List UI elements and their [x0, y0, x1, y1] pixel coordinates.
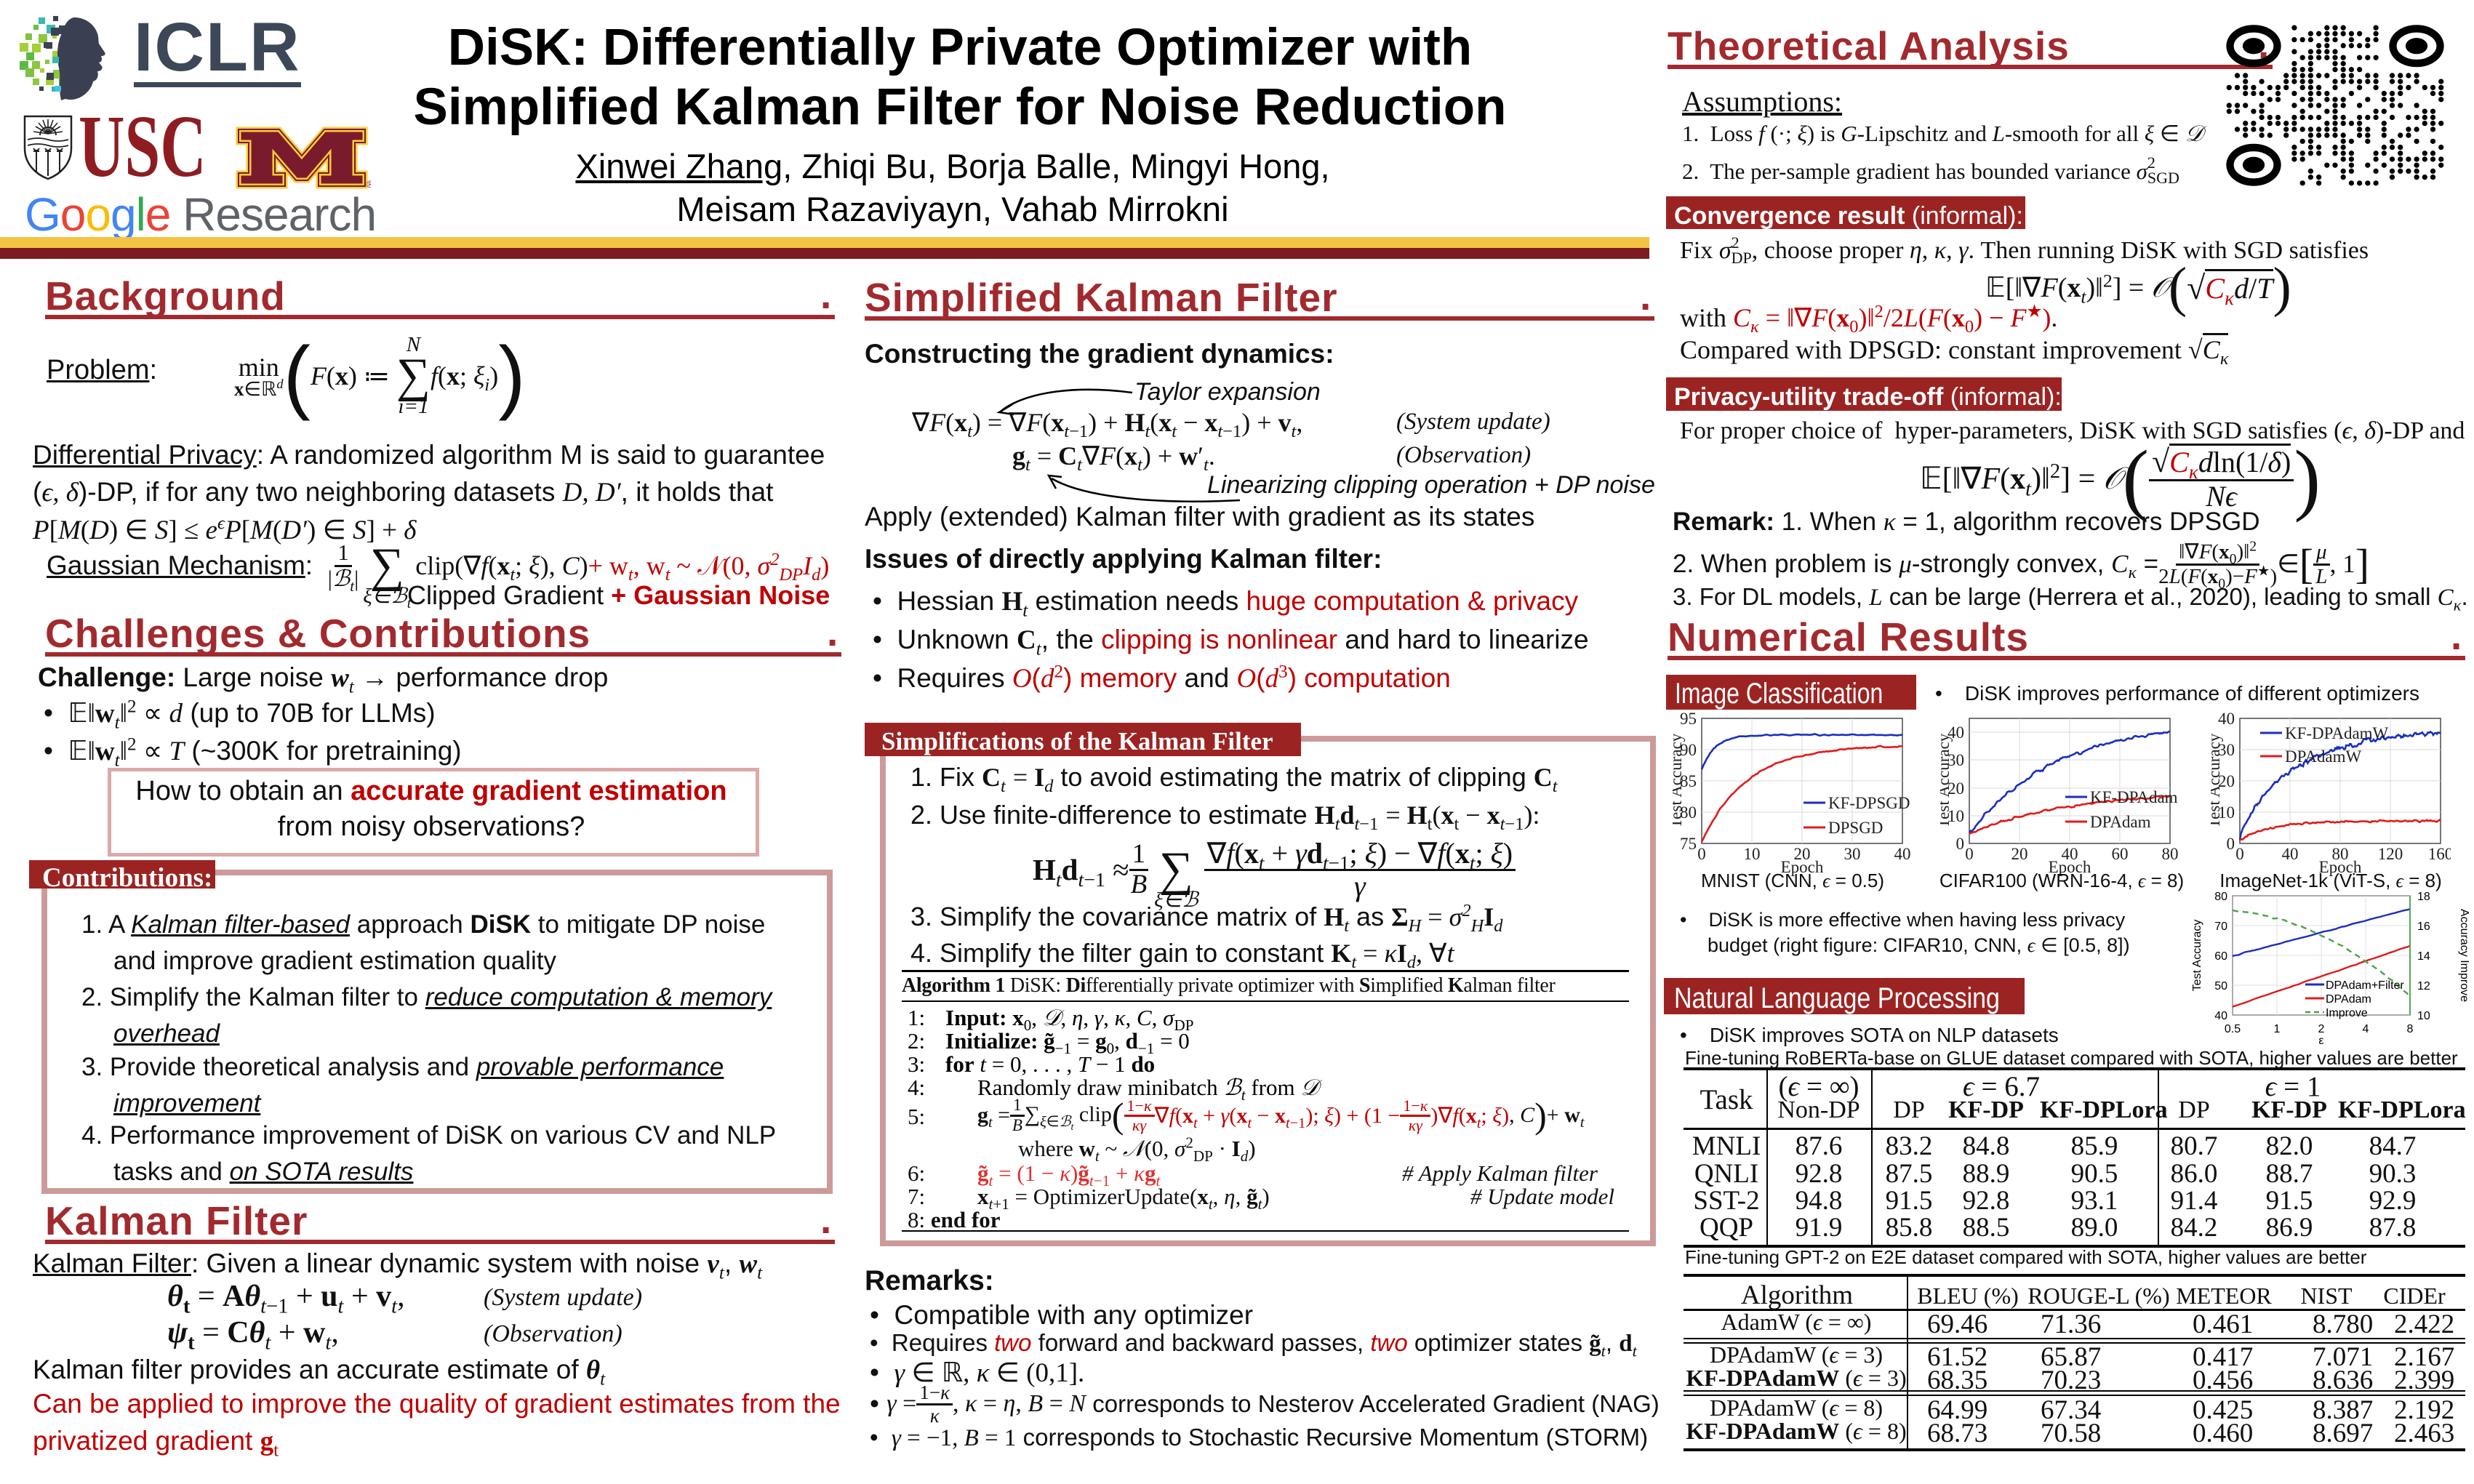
svg-text:40: 40 [1894, 845, 1911, 863]
svg-text:0: 0 [2227, 835, 2235, 853]
svg-text:Test Accuracy: Test Accuracy [1940, 733, 1953, 828]
svg-text:Improve: Improve [2326, 1007, 2368, 1019]
svg-text:20: 20 [2218, 772, 2235, 790]
svg-text:80: 80 [2162, 845, 2179, 863]
svg-text:30: 30 [1947, 751, 1964, 769]
svg-text:0: 0 [2235, 845, 2244, 863]
svg-text:10: 10 [2417, 1010, 2430, 1022]
svg-text:85: 85 [1680, 772, 1697, 790]
svg-text:0: 0 [1697, 845, 1706, 863]
svg-text:1: 1 [2274, 1023, 2281, 1035]
svg-text:KF-DPAdam: KF-DPAdam [2090, 788, 2178, 806]
svg-text:60: 60 [2214, 950, 2227, 963]
svg-text:160: 160 [2428, 845, 2451, 863]
svg-text:40: 40 [2062, 845, 2078, 863]
svg-text:DPAdamW: DPAdamW [2285, 747, 2361, 766]
svg-text:Test Accuracy: Test Accuracy [2211, 733, 2223, 828]
svg-text:20: 20 [1947, 779, 1964, 798]
svg-text:2: 2 [2318, 1023, 2325, 1035]
svg-text:®: ® [367, 178, 371, 189]
svg-text:DPSGD: DPSGD [1828, 819, 1883, 837]
svg-text:DPAdam: DPAdam [2090, 813, 2151, 831]
svg-text:10: 10 [1744, 845, 1761, 863]
svg-text:40: 40 [2282, 845, 2299, 863]
svg-text:40: 40 [2218, 713, 2235, 728]
svg-text:DPAdam+Filter: DPAdam+Filter [2326, 979, 2404, 992]
svg-text:10: 10 [2218, 803, 2235, 822]
svg-text:70: 70 [2214, 921, 2227, 933]
svg-text:20: 20 [2011, 845, 2028, 863]
svg-text:Test Accuracy: Test Accuracy [1673, 733, 1685, 828]
svg-text:Epoch: Epoch [1781, 858, 1824, 876]
svg-text:0: 0 [1965, 845, 1974, 863]
svg-text:Test Accuracy: Test Accuracy [2191, 920, 2203, 992]
svg-text:95: 95 [1680, 713, 1697, 728]
svg-text:ε: ε [2318, 1035, 2323, 1047]
svg-text:90: 90 [1680, 741, 1697, 759]
svg-text:80: 80 [1680, 803, 1697, 822]
svg-text:60: 60 [2112, 845, 2129, 863]
svg-text:30: 30 [2218, 741, 2235, 759]
svg-text:KF-DPSGD: KF-DPSGD [1828, 794, 1910, 812]
svg-text:10: 10 [1947, 807, 1964, 825]
svg-text:0: 0 [1956, 835, 1965, 853]
svg-text:75: 75 [1680, 835, 1697, 853]
svg-text:DPAdam: DPAdam [2326, 993, 2371, 1006]
svg-text:14: 14 [2417, 950, 2430, 963]
svg-text:40: 40 [2214, 1010, 2227, 1022]
svg-text:Epoch: Epoch [2049, 858, 2091, 876]
svg-text:Accuracy Improve: Accuracy Improve [2458, 909, 2470, 1002]
svg-text:8: 8 [2407, 1023, 2414, 1035]
svg-text:80: 80 [2332, 845, 2349, 863]
svg-text:16: 16 [2417, 921, 2430, 933]
svg-text:Epoch: Epoch [2319, 858, 2362, 876]
svg-text:4: 4 [2363, 1023, 2369, 1035]
svg-text:30: 30 [1844, 845, 1861, 863]
svg-text:120: 120 [2378, 845, 2403, 863]
svg-text:0.5: 0.5 [2225, 1023, 2241, 1035]
svg-text:50: 50 [2214, 980, 2227, 992]
svg-text:80: 80 [2214, 891, 2227, 903]
svg-text:KF-DPAdamW: KF-DPAdamW [2285, 724, 2389, 742]
svg-text:20: 20 [1794, 845, 1811, 863]
svg-text:12: 12 [2417, 980, 2430, 992]
svg-text:40: 40 [1947, 723, 1964, 742]
svg-text:18: 18 [2417, 891, 2430, 903]
